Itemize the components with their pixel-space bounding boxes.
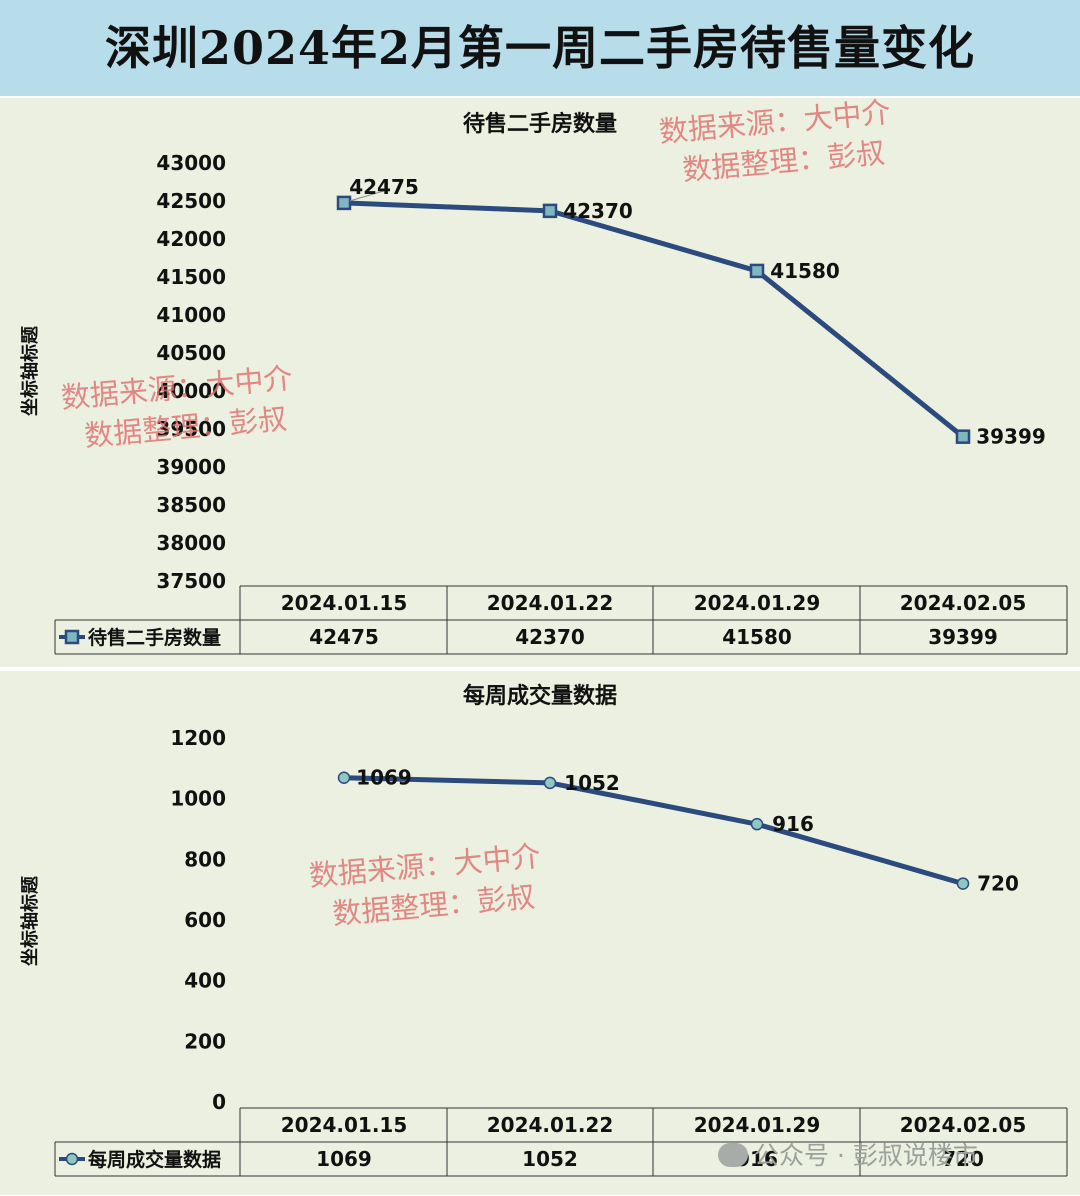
y-tick-label: 1000	[170, 787, 226, 811]
y-axis-title: 坐标轴标题	[19, 875, 41, 966]
x-category-label: 2024.01.22	[487, 591, 614, 615]
x-category-label: 2024.02.05	[900, 591, 1027, 615]
y-tick-label: 42000	[156, 227, 226, 251]
y-tick-label: 38500	[156, 493, 226, 517]
x-category-label: 2024.01.29	[694, 1113, 821, 1137]
legend-marker	[64, 629, 80, 645]
table-value: 42475	[309, 625, 379, 649]
legend-marker	[65, 1152, 79, 1166]
data-label: 1069	[356, 766, 412, 790]
chart-title: 每周成交量数据	[463, 683, 617, 709]
data-point	[543, 776, 557, 790]
y-tick-label: 43000	[156, 151, 226, 175]
data-label-leader	[349, 190, 385, 202]
y-tick-label: 42500	[156, 189, 226, 213]
page-title: 深圳2024年2月第一周二手房待售量变化	[104, 21, 976, 75]
data-point	[337, 771, 351, 784]
y-axis-title: 坐标轴标题	[19, 325, 41, 416]
y-tick-label: 0	[212, 1090, 226, 1114]
table-value: 42370	[515, 625, 585, 649]
x-category-label: 2024.01.15	[281, 1113, 408, 1137]
legend-label: 每周成交量数据	[88, 1148, 221, 1171]
y-tick-label: 40000	[156, 379, 226, 403]
data-label: 39399	[976, 425, 1046, 449]
chart-transactions: 每周成交量数据坐标轴标题1200100080060040020002024.01…	[19, 683, 1068, 1177]
data-point	[750, 817, 764, 831]
data-point	[336, 195, 352, 211]
x-category-label: 2024.01.29	[694, 591, 821, 615]
data-point	[956, 877, 970, 890]
table-value: 41580	[722, 625, 792, 649]
wechat-icon	[718, 1143, 748, 1167]
data-label: 1052	[564, 771, 620, 795]
y-tick-label: 1200	[170, 726, 226, 750]
data-label: 42475	[349, 175, 419, 199]
table-value: 720	[942, 1147, 984, 1171]
chart-title: 待售二手房数量	[463, 111, 617, 137]
data-label: 916	[772, 812, 814, 836]
data-label: 42370	[563, 199, 633, 223]
chart-listings: 待售二手房数量坐标轴标题4300042500420004150041000405…	[19, 98, 1068, 655]
footer-watermark-text: 公众号 · 彭叔说楼市	[754, 1141, 978, 1170]
data-point	[542, 203, 558, 219]
table-value: 1052	[522, 1147, 578, 1171]
x-category-label: 2024.01.15	[281, 591, 408, 615]
table-value: 39399	[928, 625, 998, 649]
table-value: 1069	[316, 1147, 372, 1171]
series-line	[343, 775, 964, 887]
data-point	[749, 263, 765, 279]
header-bar: 深圳2024年2月第一周二手房待售量变化	[0, 0, 1080, 96]
y-tick-label: 41500	[156, 265, 226, 289]
x-category-label: 2024.01.22	[487, 1113, 614, 1137]
footer-watermark: 公众号 · 彭叔说楼市	[718, 1136, 1058, 1176]
y-tick-label: 41000	[156, 303, 226, 327]
y-tick-label: 800	[184, 847, 226, 871]
series-line	[343, 200, 965, 439]
y-tick-label: 40500	[156, 341, 226, 365]
data-label: 41580	[770, 259, 840, 283]
data-label: 720	[977, 872, 1019, 896]
chart-panel-listings: 待售二手房数量 坐标轴标题 43000 42500 42000 41500 41000 405…	[0, 98, 1080, 667]
y-tick-label: 39500	[156, 417, 226, 441]
y-tick-label: 37500	[156, 569, 226, 593]
data-point	[955, 429, 971, 444]
y-tick-label: 200	[184, 1029, 226, 1053]
legend-label: 待售二手房数量	[88, 626, 221, 649]
x-category-label: 2024.02.05	[900, 1113, 1027, 1137]
y-tick-label: 39000	[156, 455, 226, 479]
y-tick-label: 38000	[156, 531, 226, 555]
chart-panel-transactions: 每周成交量数据 坐标轴标题 1200 1000 800 600 400 200 0 2024.01…	[0, 671, 1080, 1195]
y-tick-label: 400	[184, 969, 226, 993]
y-tick-label: 600	[184, 908, 226, 932]
